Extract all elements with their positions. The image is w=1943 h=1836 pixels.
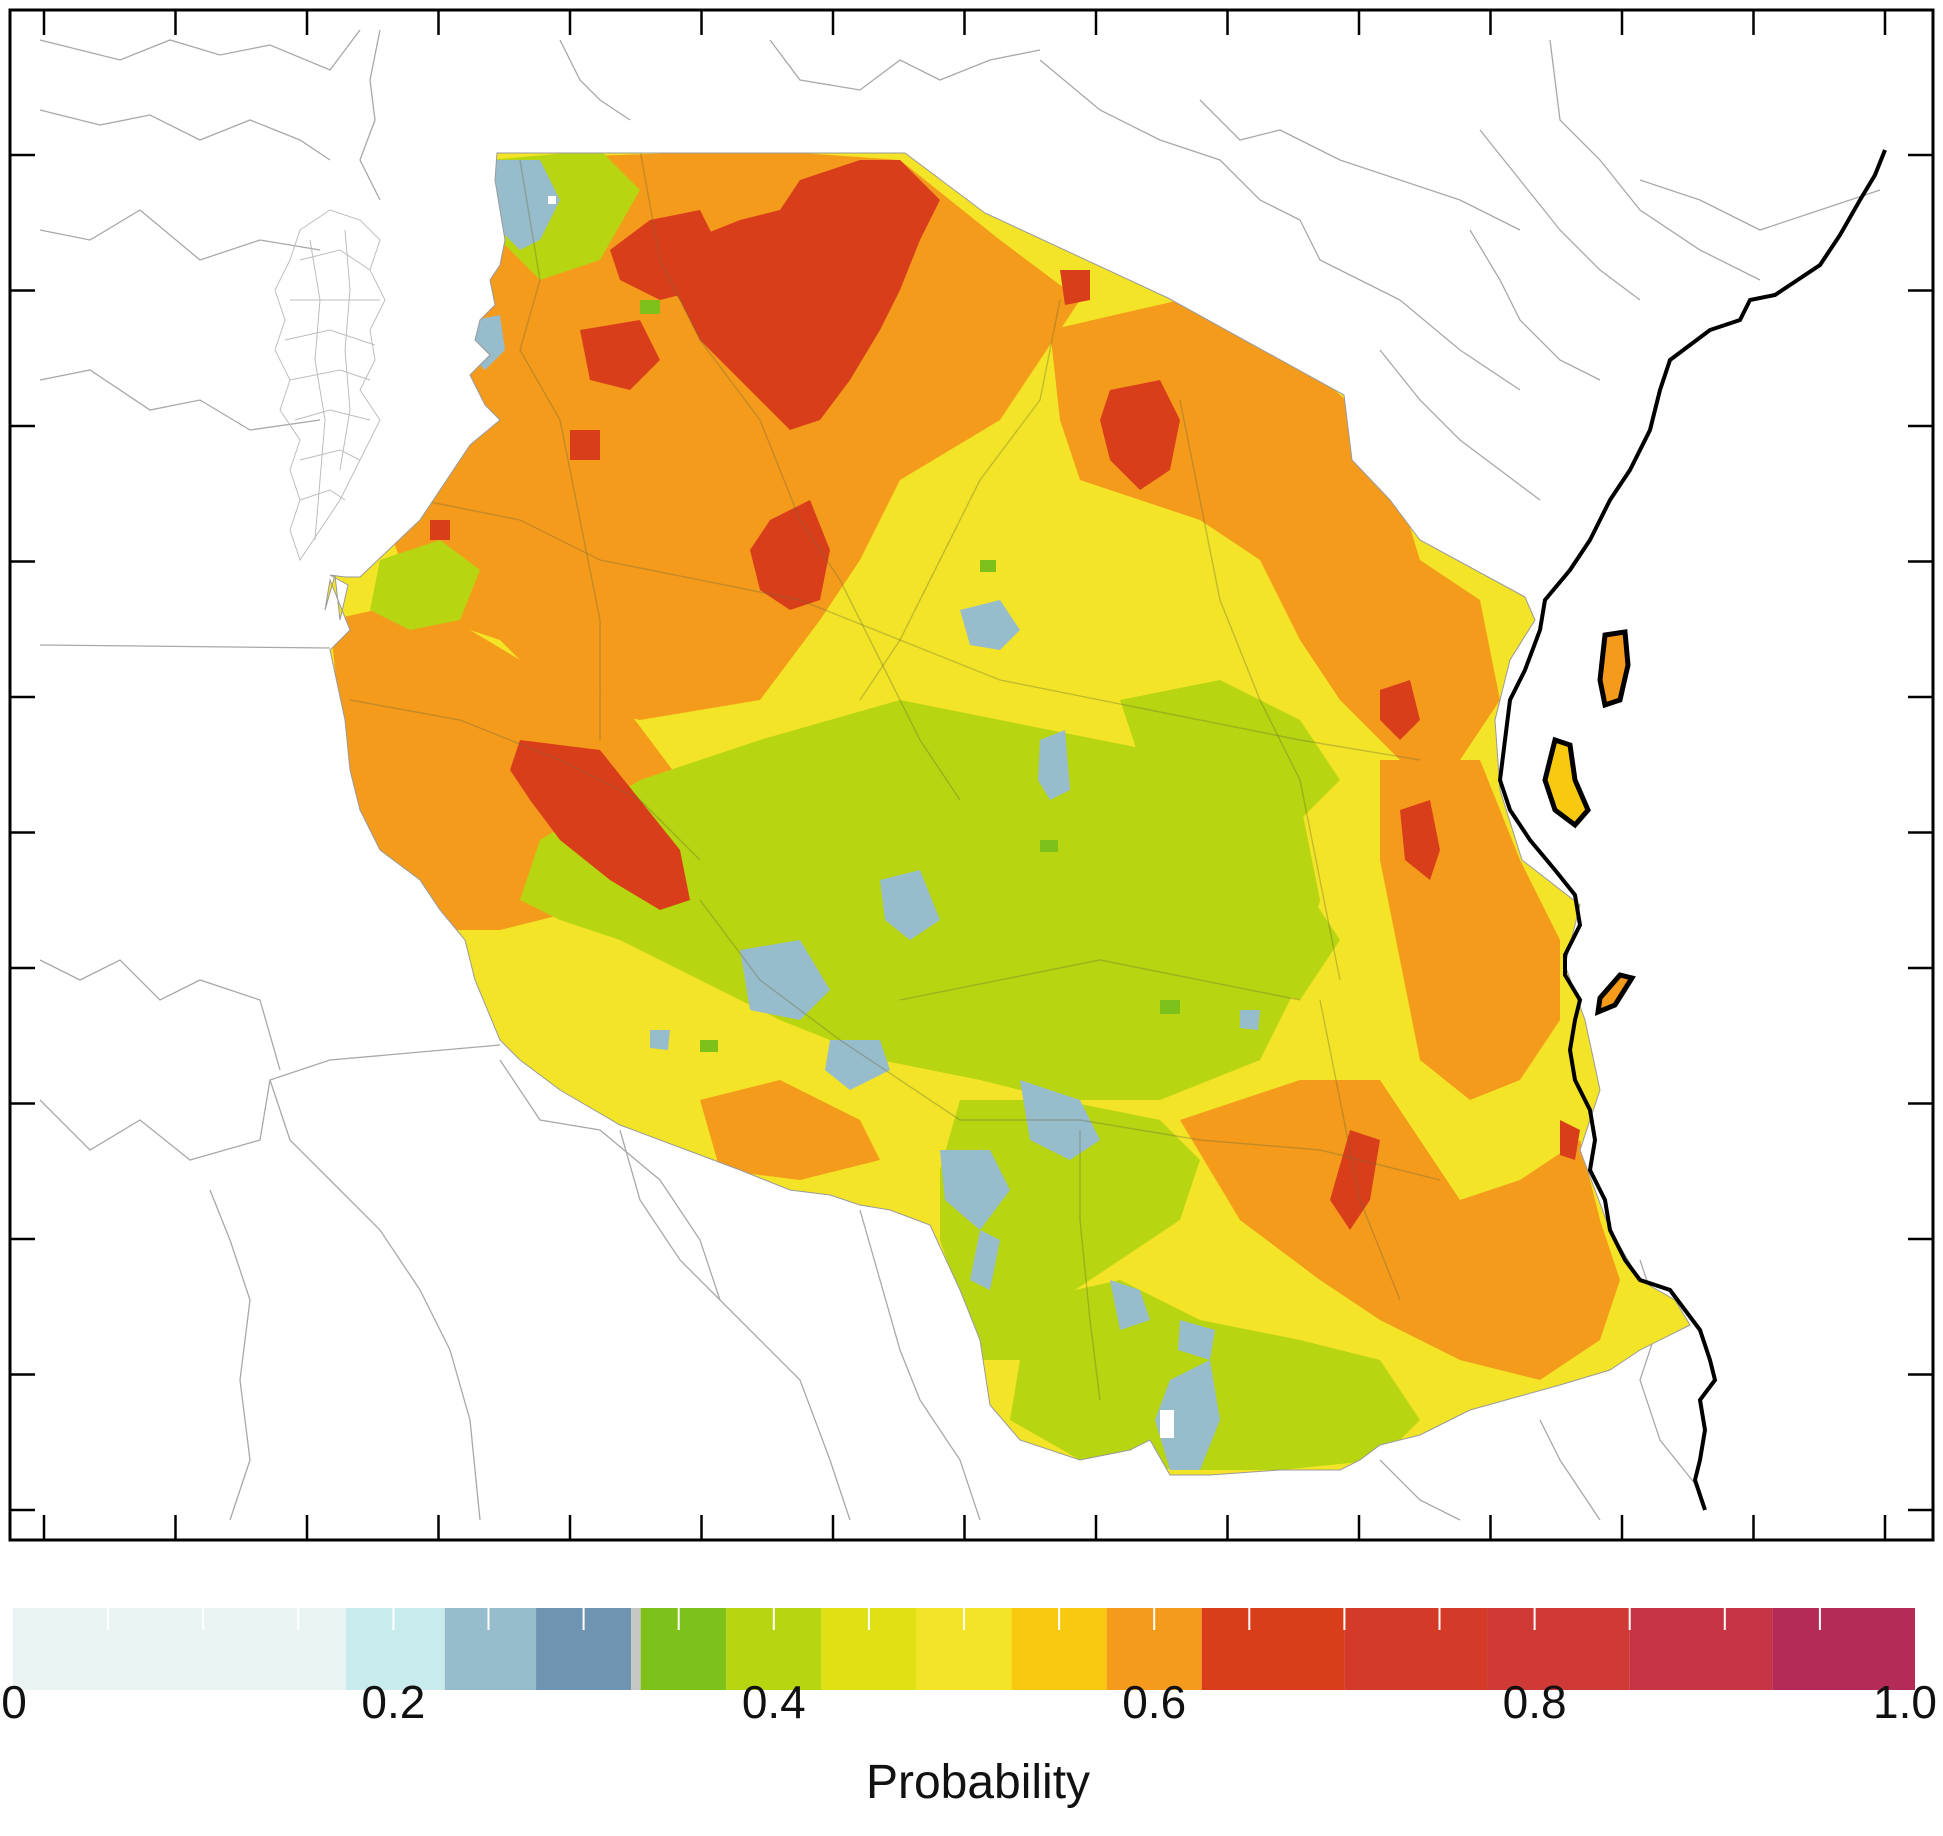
- colorbar-title: Probability: [866, 1755, 1090, 1810]
- colorbar-bin: [1630, 1608, 1773, 1690]
- probability-raster: [300, 140, 1720, 1500]
- colorbar-tick-label: 0.2: [361, 1675, 425, 1729]
- probability-map: [0, 0, 1943, 1560]
- colorbar-tick-label: 0.4: [742, 1675, 806, 1729]
- colorbar-tick-label: 0.8: [1503, 1675, 1567, 1729]
- colorbar: [0, 1590, 1943, 1690]
- colorbar-bin: [631, 1608, 641, 1690]
- colorbar-tick-label: 1.0: [1873, 1675, 1937, 1729]
- colorbar-tick-label: 0.6: [1122, 1675, 1186, 1729]
- colorbar-bin: [641, 1608, 727, 1690]
- colorbar-tick-label: 0: [1, 1675, 27, 1729]
- colorbar-bin: [1202, 1608, 1345, 1690]
- colorbar-bin: [13, 1608, 346, 1690]
- colorbar-bin: [1344, 1608, 1487, 1690]
- dense-admin-cluster: [275, 210, 385, 560]
- colorbar-bin: [445, 1608, 536, 1690]
